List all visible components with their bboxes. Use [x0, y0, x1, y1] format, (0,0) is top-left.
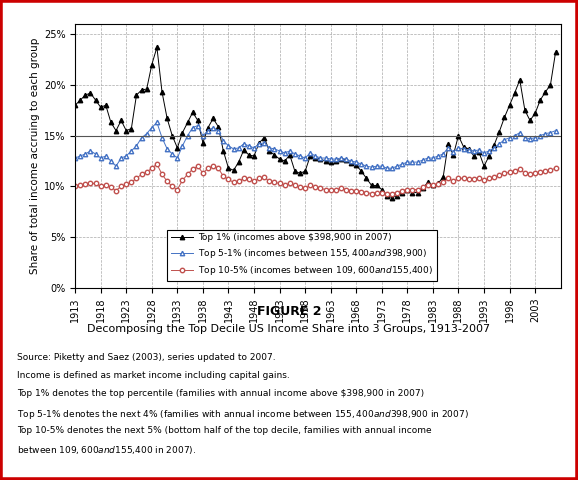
Top 10-5% (incomes between $109,600 and $155,400)	[435, 181, 442, 187]
Top 5-1% (incomes between $155,400 and $398,900)	[552, 128, 559, 133]
Top 1% (incomes above $398,900 in 2007)	[440, 174, 447, 180]
Top 10-5% (incomes between $109,600 and $155,400)	[153, 161, 160, 167]
Top 1% (incomes above $398,900 in 2007)	[92, 97, 99, 103]
Text: FIGURE 2: FIGURE 2	[257, 305, 321, 318]
Text: Top 1% denotes the top percentile (families with annual income above $398,900 in: Top 1% denotes the top percentile (famil…	[17, 389, 424, 398]
Top 10-5% (incomes between $109,600 and $155,400)	[419, 185, 426, 191]
Top 10-5% (incomes between $109,600 and $155,400)	[92, 180, 99, 186]
Top 1% (incomes above $398,900 in 2007)	[164, 116, 171, 121]
Text: Source: Piketty and Saez (2003), series updated to 2007.: Source: Piketty and Saez (2003), series …	[17, 353, 276, 362]
Top 5-1% (incomes between $155,400 and $398,900)	[440, 151, 447, 157]
Y-axis label: Share of total income accruing to each group: Share of total income accruing to each g…	[29, 38, 40, 274]
Top 1% (incomes above $398,900 in 2007)	[435, 180, 442, 186]
Top 10-5% (incomes between $109,600 and $155,400)	[440, 180, 447, 185]
Top 5-1% (incomes between $155,400 and $398,900)	[383, 165, 390, 171]
Line: Top 10-5% (incomes between $109,600 and $155,400): Top 10-5% (incomes between $109,600 and …	[73, 162, 558, 196]
Top 5-1% (incomes between $155,400 and $398,900)	[435, 153, 442, 159]
Text: Top 10-5% denotes the next 5% (bottom half of the top decile, families with annu: Top 10-5% denotes the next 5% (bottom ha…	[17, 426, 432, 435]
Text: Decomposing the Top Decile US Income Share into 3 Groups, 1913-2007: Decomposing the Top Decile US Income Sha…	[87, 324, 491, 334]
Top 5-1% (incomes between $155,400 and $398,900)	[419, 157, 426, 163]
Top 5-1% (incomes between $155,400 and $398,900)	[72, 155, 79, 161]
Text: Income is defined as market income including capital gains.: Income is defined as market income inclu…	[17, 371, 290, 380]
Top 1% (incomes above $398,900 in 2007)	[409, 190, 416, 195]
Top 5-1% (incomes between $155,400 and $398,900)	[164, 146, 171, 152]
Top 5-1% (incomes between $155,400 and $398,900)	[153, 120, 160, 125]
Top 10-5% (incomes between $109,600 and $155,400)	[409, 187, 416, 192]
Top 10-5% (incomes between $109,600 and $155,400)	[164, 179, 171, 184]
Top 1% (incomes above $398,900 in 2007)	[552, 49, 559, 55]
Top 1% (incomes above $398,900 in 2007)	[153, 45, 160, 50]
Top 10-5% (incomes between $109,600 and $155,400)	[368, 191, 375, 196]
Top 5-1% (incomes between $155,400 and $398,900)	[92, 151, 99, 157]
Top 10-5% (incomes between $109,600 and $155,400)	[552, 165, 559, 171]
Top 1% (incomes above $398,900 in 2007)	[388, 195, 395, 201]
Text: Top 5-1% denotes the next 4% (families with annual income between $155,400 and $: Top 5-1% denotes the next 4% (families w…	[17, 408, 469, 420]
Legend: Top 1% (incomes above $398,900 in 2007), Top 5-1% (incomes between $155,400 and : Top 1% (incomes above $398,900 in 2007),…	[167, 229, 436, 281]
Top 10-5% (incomes between $109,600 and $155,400)	[72, 183, 79, 189]
Top 1% (incomes above $398,900 in 2007)	[419, 186, 426, 192]
Text: between $109,600 and $155,400 in 2007).: between $109,600 and $155,400 in 2007).	[17, 444, 197, 456]
Line: Top 1% (incomes above $398,900 in 2007): Top 1% (incomes above $398,900 in 2007)	[73, 45, 558, 200]
Top 5-1% (incomes between $155,400 and $398,900)	[409, 159, 416, 165]
Line: Top 5-1% (incomes between $155,400 and $398,900): Top 5-1% (incomes between $155,400 and $…	[73, 120, 558, 170]
Top 1% (incomes above $398,900 in 2007)	[72, 102, 79, 108]
